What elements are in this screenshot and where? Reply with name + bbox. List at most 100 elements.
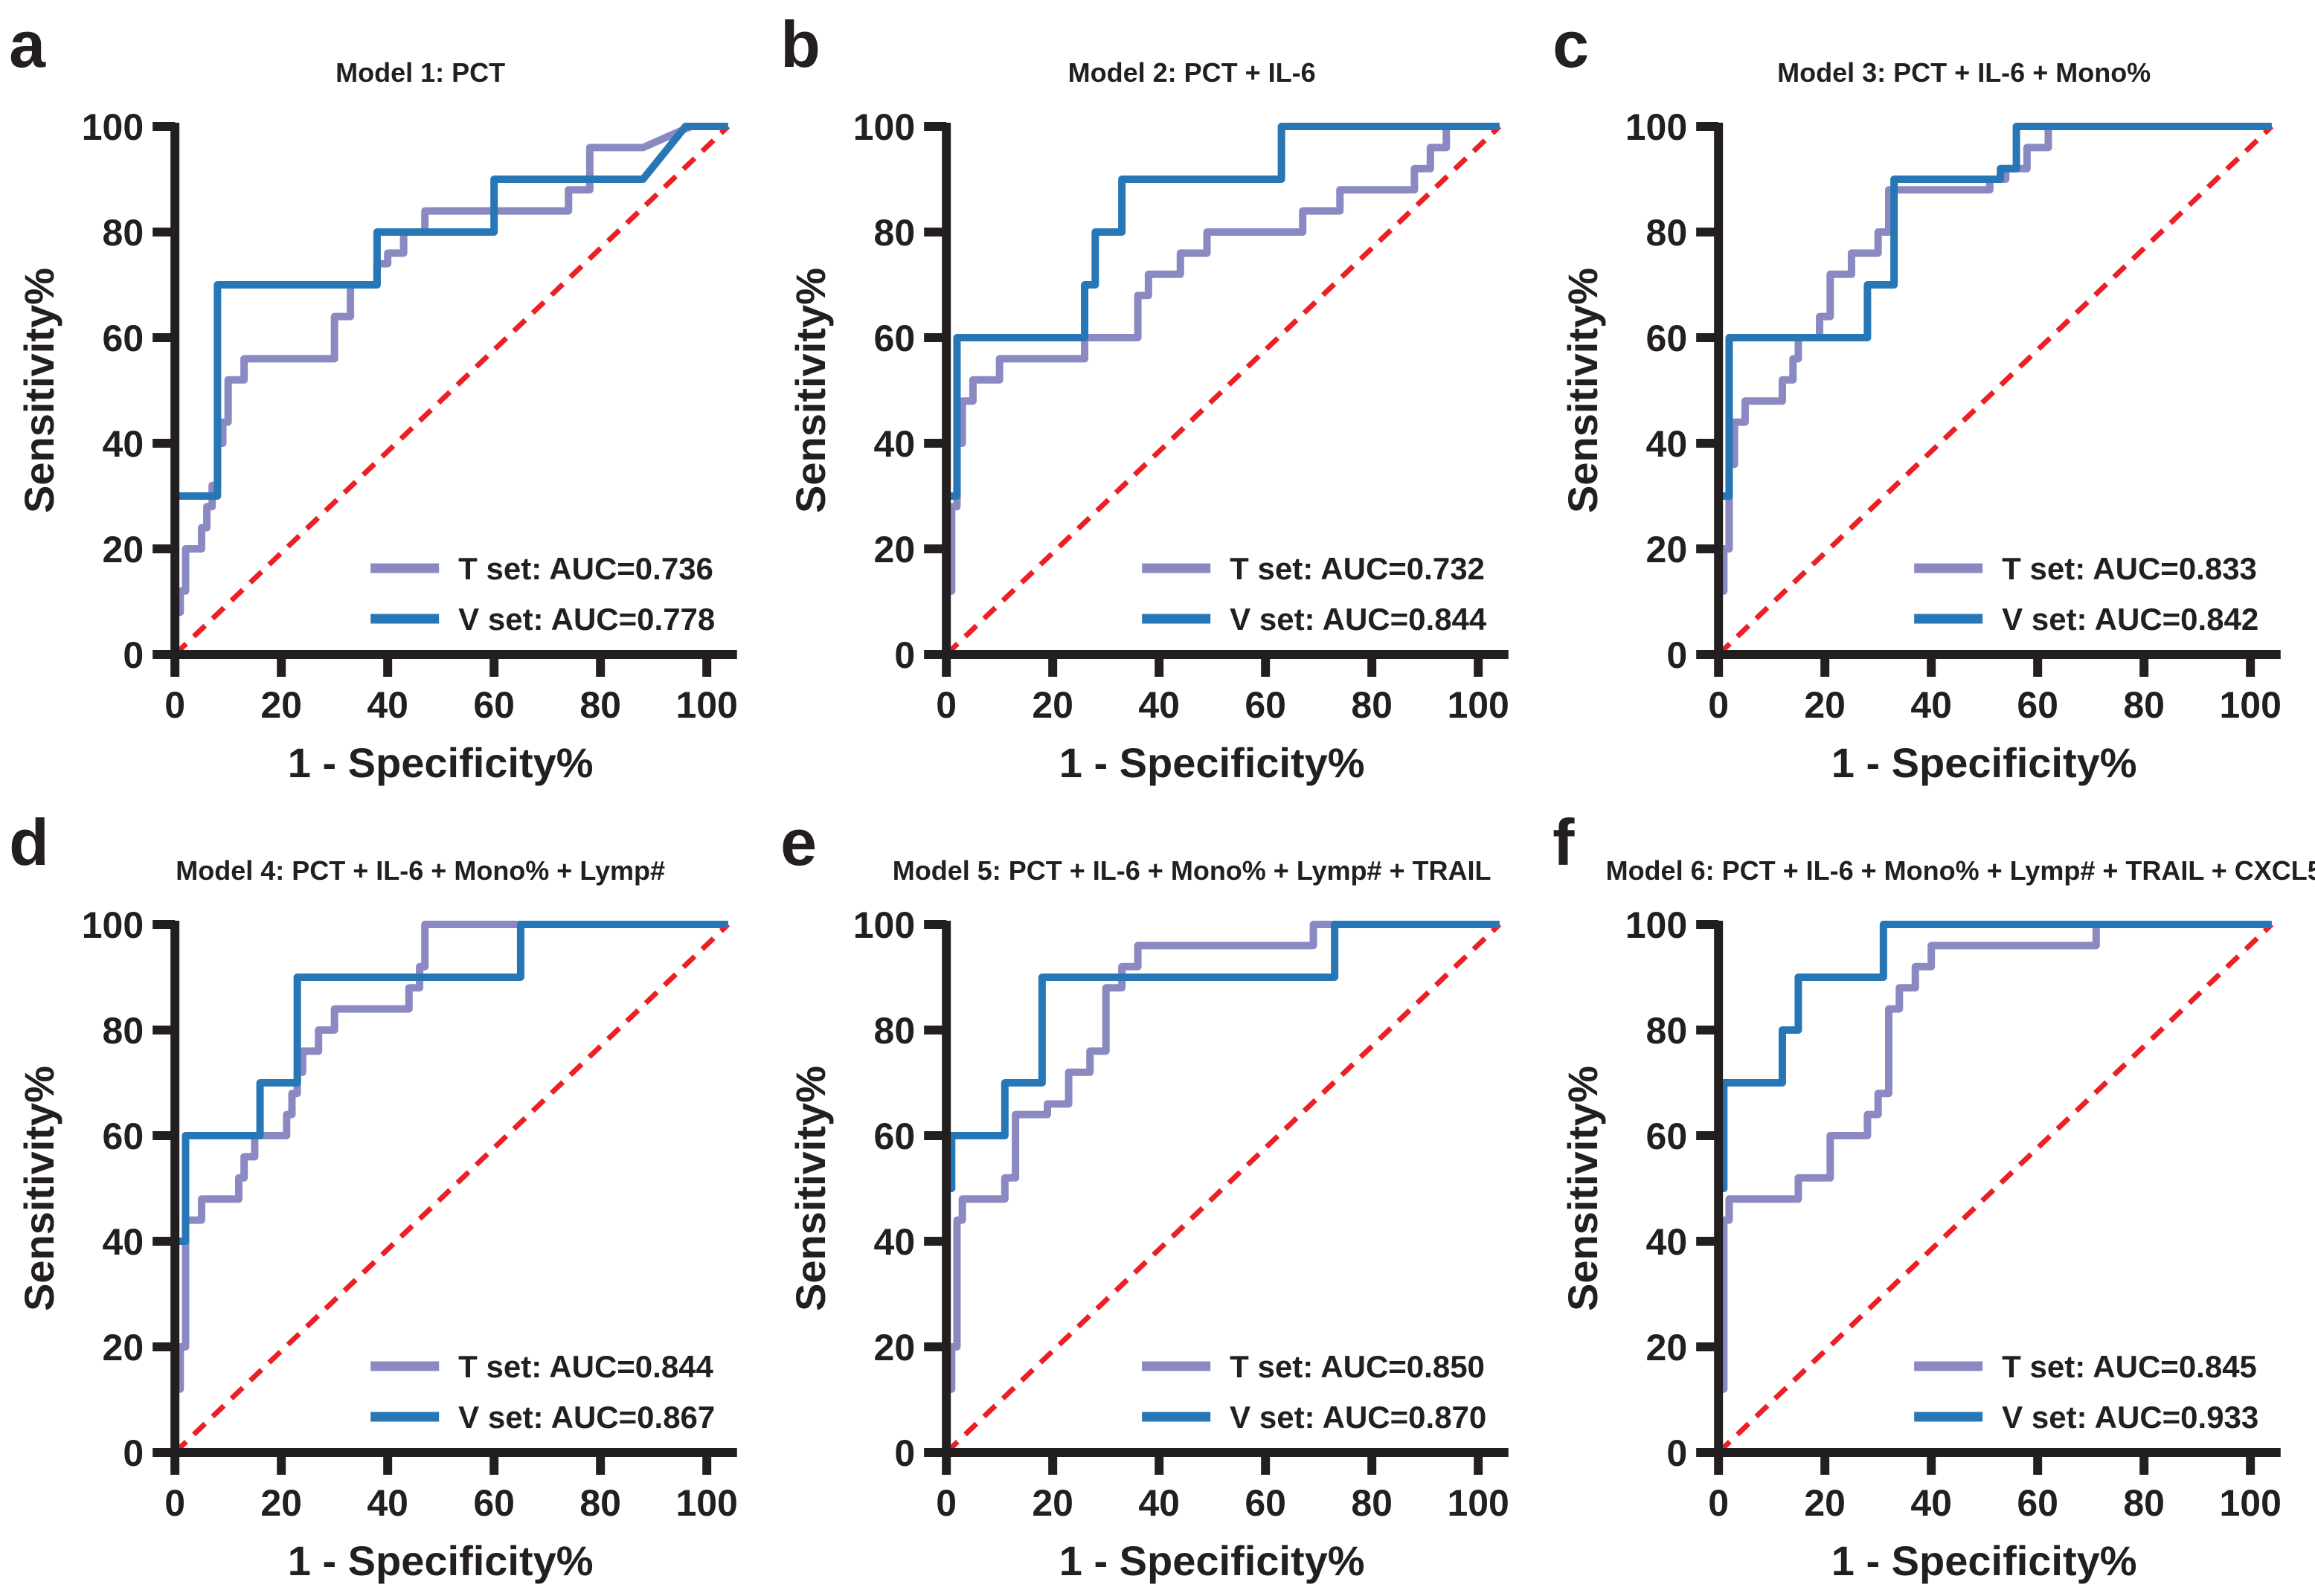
- roc-chart-svg-c: c Model 3: PCT + IL-6 + Mono% 0 20 40 60 80 100…: [1553, 7, 2282, 786]
- x-tick-label: 80: [579, 684, 621, 726]
- roc-curve-v-set: [1714, 123, 2272, 654]
- x-axis-title: 1 - Specificity%: [1831, 739, 2136, 786]
- roc-curve-v-set: [171, 921, 728, 1452]
- y-tick-label: 20: [874, 1327, 916, 1368]
- chance-diagonal-line: [173, 124, 731, 657]
- roc-chart-svg-f: f Model 6: PCT + IL-6 + Mono% + Lymp# + T…: [1553, 805, 2315, 1584]
- x-tick-label: 20: [260, 1482, 302, 1524]
- legend-label-v-set: V set: AUC=0.867: [458, 1400, 715, 1435]
- x-axis-title: 1 - Specificity%: [1059, 739, 1365, 786]
- roc-curve-t-set: [1714, 921, 2272, 1452]
- y-tick-label: 0: [123, 1432, 144, 1474]
- x-tick-label: 40: [1139, 1482, 1181, 1524]
- legend-label-t-set: T set: AUC=0.732: [1230, 551, 1485, 586]
- roc-panel-b: b Model 2: PCT + IL-6 0 20 40 60 80 100 0 20 40 60 8…: [771, 0, 1543, 798]
- y-axis-title: Sensitivity%: [16, 268, 62, 513]
- legend-label-t-set: T set: AUC=0.833: [2002, 551, 2257, 586]
- x-tick-label: 0: [164, 1482, 185, 1524]
- x-tick-label: 80: [1352, 1482, 1393, 1524]
- y-tick-label: 40: [1645, 423, 1687, 465]
- y-axis-title: Sensitivity%: [787, 1066, 834, 1311]
- y-tick-label: 60: [103, 318, 144, 359]
- roc-panel-c: c Model 3: PCT + IL-6 + Mono% 0 20 40 60 80 100…: [1544, 0, 2315, 798]
- y-tick-label: 80: [103, 1010, 144, 1052]
- x-tick-label: 0: [937, 1482, 957, 1524]
- legend-label-v-set: V set: AUC=0.933: [2002, 1400, 2258, 1435]
- y-tick-label: 40: [1645, 1221, 1687, 1263]
- y-tick-label: 40: [874, 423, 916, 465]
- y-tick-label: 100: [853, 904, 915, 946]
- y-tick-label: 0: [1666, 634, 1687, 676]
- chance-diagonal-line: [945, 922, 1502, 1455]
- y-axis-title: Sensitivity%: [1559, 1066, 1606, 1311]
- y-tick-label: 20: [103, 529, 144, 570]
- roc-panel-d: d Model 4: PCT + IL-6 + Mono% + Lymp# 0 20 4…: [0, 798, 771, 1596]
- x-tick-label: 40: [1910, 684, 1952, 726]
- y-tick-label: 80: [1645, 1010, 1687, 1052]
- chance-diagonal-line: [1716, 124, 2273, 657]
- chart-title: Model 3: PCT + IL-6 + Mono%: [1777, 57, 2151, 88]
- panel-letter-c: c: [1553, 7, 1589, 81]
- x-tick-label: 20: [1033, 684, 1074, 726]
- y-tick-label: 80: [874, 212, 916, 254]
- x-tick-label: 80: [2123, 1482, 2165, 1524]
- legend-label-t-set: T set: AUC=0.850: [1230, 1349, 1485, 1384]
- roc-chart-svg-b: b Model 2: PCT + IL-6 0 20 40 60 80 100 0 20 40 60 8…: [780, 7, 1509, 786]
- x-tick-label: 20: [1804, 684, 1846, 726]
- panel-letter-d: d: [9, 805, 49, 879]
- roc-panel-e: e Model 5: PCT + IL-6 + Mono% + Lymp# + T…: [771, 798, 1543, 1596]
- roc-curve-v-set: [943, 123, 1500, 654]
- x-tick-label: 0: [164, 684, 185, 726]
- y-tick-label: 0: [895, 634, 916, 676]
- y-tick-label: 80: [874, 1010, 916, 1052]
- y-tick-label: 80: [1645, 212, 1687, 254]
- x-tick-label: 40: [367, 1482, 408, 1524]
- roc-chart-svg-a: a Model 1: PCT 0 20 40 60 80 100 0 20 40 60 80 100 1 -…: [9, 7, 738, 786]
- chart-title: Model 6: PCT + IL-6 + Mono% + Lymp# + TR…: [1605, 855, 2315, 886]
- x-tick-label: 0: [937, 684, 957, 726]
- roc-curve-t-set: [171, 123, 728, 654]
- y-tick-label: 80: [103, 212, 144, 254]
- chart-title: Model 5: PCT + IL-6 + Mono% + Lymp# + TR…: [893, 855, 1492, 886]
- y-tick-label: 100: [853, 106, 915, 148]
- y-tick-label: 20: [1645, 529, 1687, 570]
- x-tick-label: 40: [1910, 1482, 1952, 1524]
- y-tick-label: 60: [874, 1116, 916, 1157]
- y-tick-label: 60: [1645, 1116, 1687, 1157]
- x-tick-label: 100: [1448, 1482, 1509, 1524]
- x-tick-label: 60: [2017, 1482, 2058, 1524]
- x-tick-label: 20: [260, 684, 302, 726]
- chance-diagonal-line: [1716, 922, 2273, 1455]
- y-tick-label: 100: [1625, 904, 1686, 946]
- x-tick-label: 20: [1033, 1482, 1074, 1524]
- panel-letter-f: f: [1553, 805, 1575, 879]
- y-tick-label: 0: [895, 1432, 916, 1474]
- roc-chart-svg-d: d Model 4: PCT + IL-6 + Mono% + Lymp# 0 20 4…: [9, 805, 738, 1584]
- x-tick-label: 100: [675, 684, 737, 726]
- legend-label-t-set: T set: AUC=0.736: [458, 551, 713, 586]
- chance-diagonal-line: [945, 124, 1502, 657]
- y-axis-title: Sensitivity%: [1559, 268, 1606, 513]
- y-tick-label: 20: [103, 1327, 144, 1368]
- legend-label-v-set: V set: AUC=0.844: [1230, 602, 1487, 637]
- x-axis-title: 1 - Specificity%: [1831, 1537, 2136, 1584]
- y-tick-label: 60: [103, 1116, 144, 1157]
- y-tick-label: 20: [874, 529, 916, 570]
- y-tick-label: 100: [1625, 106, 1686, 148]
- y-tick-label: 40: [103, 423, 144, 465]
- x-tick-label: 40: [1139, 684, 1181, 726]
- roc-chart-svg-e: e Model 5: PCT + IL-6 + Mono% + Lymp# + T…: [780, 805, 1509, 1584]
- legend-label-t-set: T set: AUC=0.844: [458, 1349, 713, 1384]
- x-tick-label: 60: [2017, 684, 2058, 726]
- chart-title: Model 4: PCT + IL-6 + Mono% + Lymp#: [176, 855, 665, 886]
- legend-label-v-set: V set: AUC=0.842: [2002, 602, 2258, 637]
- y-tick-label: 40: [103, 1221, 144, 1263]
- x-tick-label: 60: [1245, 684, 1287, 726]
- x-tick-label: 100: [675, 1482, 737, 1524]
- y-tick-label: 0: [1666, 1432, 1687, 1474]
- x-tick-label: 0: [1708, 684, 1729, 726]
- chart-title: Model 1: PCT: [335, 57, 505, 88]
- legend-label-v-set: V set: AUC=0.778: [458, 602, 715, 637]
- x-tick-label: 60: [473, 1482, 515, 1524]
